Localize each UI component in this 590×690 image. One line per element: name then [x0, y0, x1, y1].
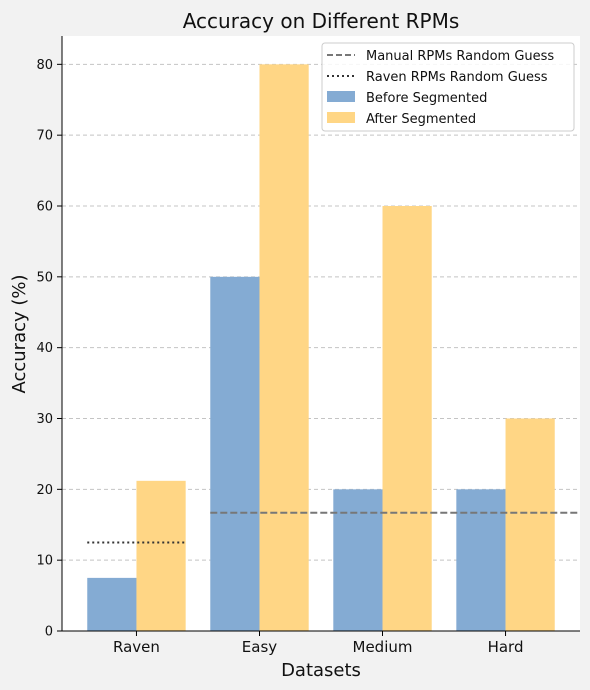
- legend-label-after: After Segmented: [366, 112, 476, 127]
- y-tick-label: 60: [36, 200, 53, 215]
- bar-easy-before: [210, 276, 260, 631]
- bar-medium-after: [382, 206, 432, 631]
- bar-hard-after: [505, 418, 555, 631]
- bar-easy-after: [259, 64, 309, 632]
- chart-title: Accuracy on Different RPMs: [183, 9, 460, 33]
- y-tick-label: 30: [36, 412, 53, 427]
- legend-box: [321, 42, 575, 132]
- bar-hard-before: [456, 489, 506, 631]
- x-ticks: Raven Easy Medium Hard: [113, 631, 523, 656]
- reference-lines: [87, 511, 580, 544]
- y-tick-label: 50: [36, 270, 53, 285]
- y-tick-label: 0: [45, 625, 53, 640]
- x-tick-label: Medium: [353, 638, 413, 656]
- legend-label-manual-guess: Manual RPMs Random Guess: [366, 49, 554, 64]
- x-axis-label: Datasets: [281, 660, 361, 681]
- legend-swatch-before: [327, 91, 355, 102]
- y-tick-label: 40: [36, 341, 53, 356]
- x-tick-label: Easy: [242, 638, 277, 656]
- x-tick-label: Hard: [488, 638, 524, 656]
- x-tick-label: Raven: [113, 638, 160, 656]
- legend-label-raven-guess: Raven RPMs Random Guess: [366, 70, 548, 85]
- y-ticks: 0 10 20 30 40 50 60 70 80: [36, 58, 62, 640]
- y-tick-label: 10: [36, 554, 53, 569]
- y-tick-label: 80: [36, 58, 53, 73]
- legend: Manual RPMs Random Guess Raven RPMs Rand…: [321, 42, 575, 132]
- y-tick-label: 20: [36, 483, 53, 498]
- bar-raven-before: [87, 577, 137, 631]
- legend-label-before: Before Segmented: [366, 91, 487, 106]
- y-tick-label: 70: [36, 129, 53, 144]
- bar-medium-before: [333, 489, 383, 631]
- y-axis-label: Accuracy (%): [9, 274, 30, 393]
- legend-swatch-after: [327, 112, 355, 123]
- bar-raven-after: [136, 480, 186, 631]
